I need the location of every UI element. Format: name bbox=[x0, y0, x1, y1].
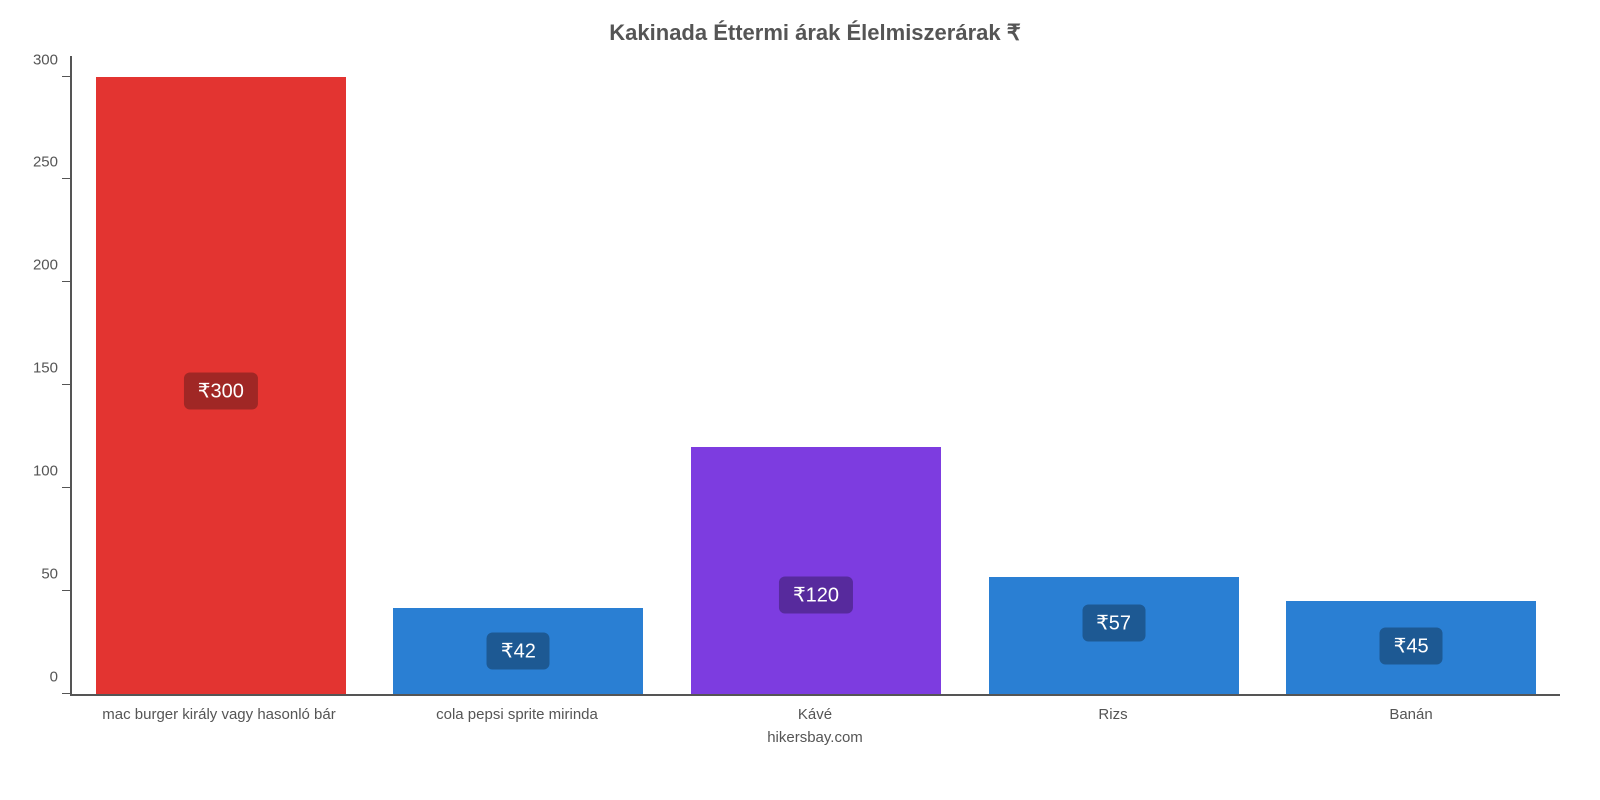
chart-title: Kakinada Éttermi árak Élelmiszerárak ₹ bbox=[70, 20, 1560, 46]
bar-slot: ₹45 bbox=[1262, 56, 1560, 694]
value-badge: ₹120 bbox=[779, 577, 853, 614]
y-tick-label: 300 bbox=[33, 51, 72, 68]
chart-footer: hikersbay.com bbox=[70, 729, 1560, 746]
y-tick bbox=[62, 384, 72, 385]
plot-area: 050100150200250300 ₹300₹42₹120₹57₹45 bbox=[70, 56, 1560, 696]
bar: ₹45 bbox=[1286, 601, 1536, 694]
bar-slot: ₹42 bbox=[370, 56, 668, 694]
x-axis-labels: mac burger király vagy hasonló bárcola p… bbox=[70, 706, 1560, 723]
bar-slot: ₹57 bbox=[965, 56, 1263, 694]
y-tick bbox=[62, 76, 72, 77]
value-badge: ₹300 bbox=[184, 373, 258, 410]
bar-slot: ₹120 bbox=[667, 56, 965, 694]
y-tick bbox=[62, 281, 72, 282]
bar: ₹300 bbox=[96, 77, 346, 694]
bar: ₹120 bbox=[691, 447, 941, 694]
x-axis-label: Rizs bbox=[964, 706, 1262, 723]
x-axis-label: cola pepsi sprite mirinda bbox=[368, 706, 666, 723]
x-axis-label: Kávé bbox=[666, 706, 964, 723]
y-tick-label: 100 bbox=[33, 463, 72, 480]
y-tick-label: 0 bbox=[50, 669, 72, 686]
value-badge: ₹57 bbox=[1082, 605, 1145, 642]
y-tick bbox=[62, 178, 72, 179]
y-tick bbox=[62, 487, 72, 488]
y-tick-label: 50 bbox=[41, 566, 72, 583]
y-tick bbox=[62, 693, 72, 694]
bar: ₹42 bbox=[393, 608, 643, 694]
y-tick bbox=[62, 590, 72, 591]
value-badge: ₹42 bbox=[487, 633, 550, 670]
value-badge: ₹45 bbox=[1380, 627, 1443, 664]
x-axis-label: mac burger király vagy hasonló bár bbox=[70, 706, 368, 723]
y-tick-label: 200 bbox=[33, 257, 72, 274]
chart-container: Kakinada Éttermi árak Élelmiszerárak ₹ 0… bbox=[0, 0, 1600, 800]
bar-slot: ₹300 bbox=[72, 56, 370, 694]
bar: ₹57 bbox=[989, 577, 1239, 694]
bars-group: ₹300 ₹42 ₹120 ₹57 ₹45 bbox=[72, 56, 1560, 694]
y-tick-label: 150 bbox=[33, 360, 72, 377]
y-tick-label: 250 bbox=[33, 154, 72, 171]
x-axis-label: Banán bbox=[1262, 706, 1560, 723]
